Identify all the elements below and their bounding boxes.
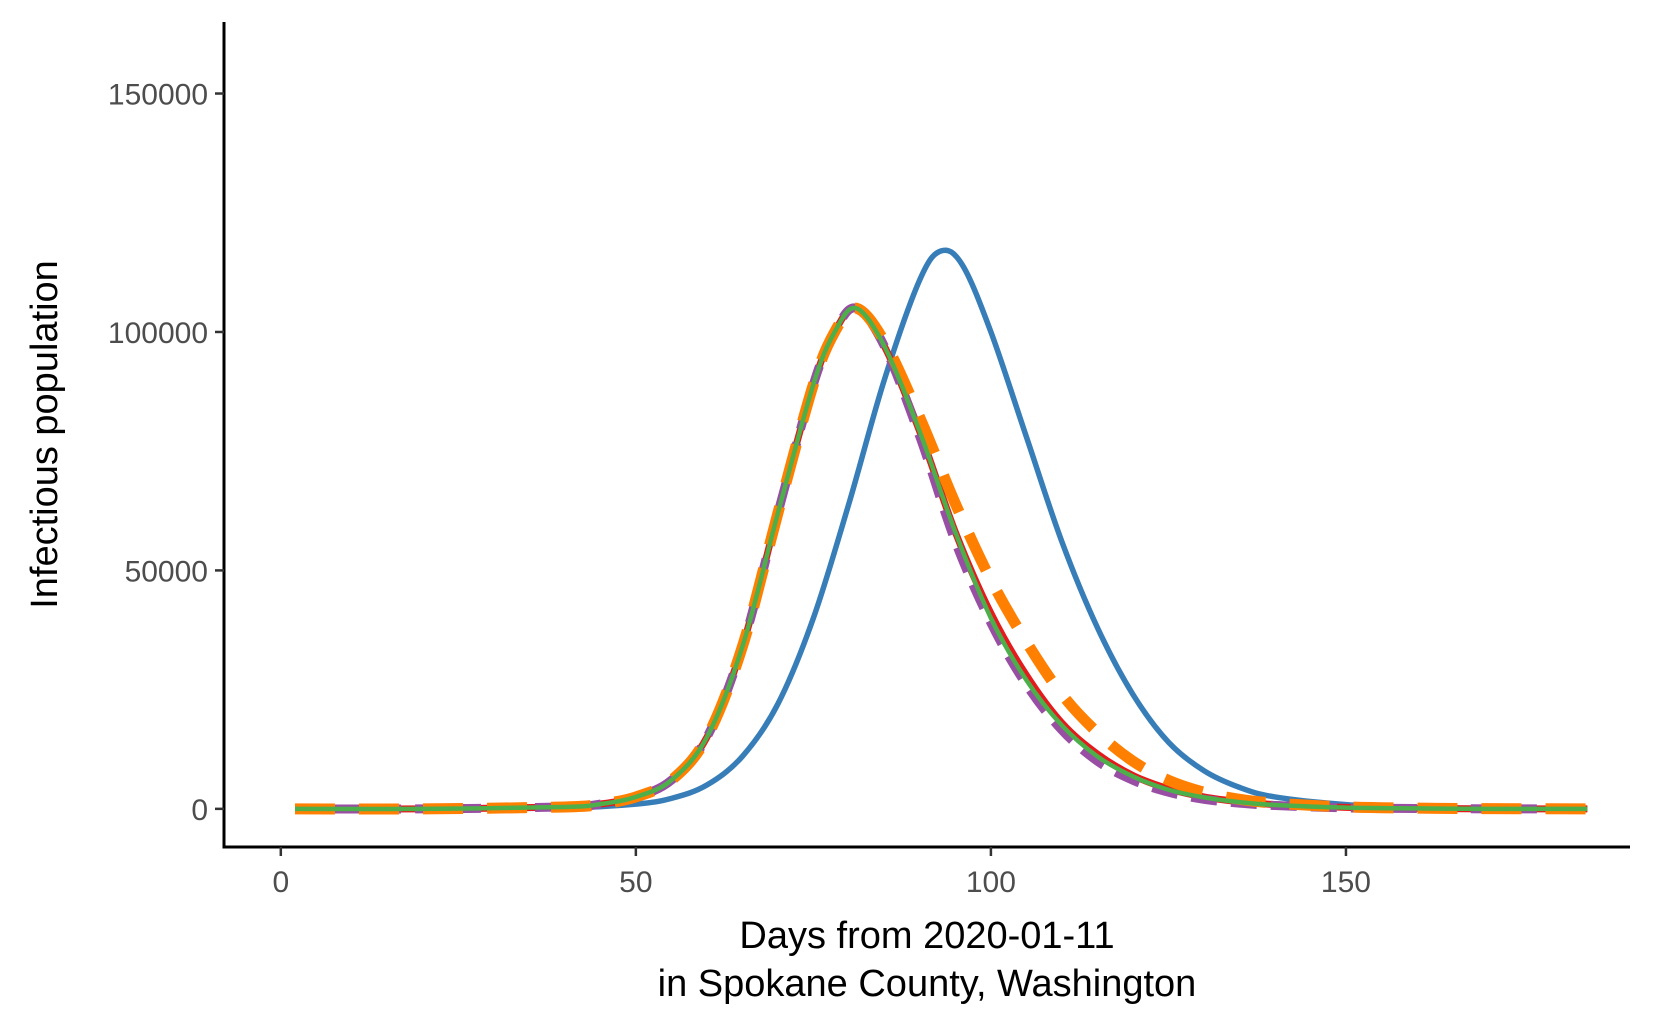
y-axis-ticks: 0 50000 100000 150000 bbox=[108, 79, 224, 827]
x-tick-label: 150 bbox=[1321, 866, 1371, 899]
series-blue-line bbox=[295, 247, 1588, 812]
y-tick-label: 100000 bbox=[108, 317, 208, 350]
x-axis-ticks: 0 50 100 150 bbox=[272, 847, 1371, 899]
series-purple-dashed-line bbox=[295, 303, 1588, 814]
x-axis-title-line1: Days from 2020-01-11 bbox=[739, 915, 1114, 957]
y-tick-label: 150000 bbox=[108, 79, 208, 112]
y-axis-title: Infectious population bbox=[24, 260, 66, 609]
y-tick-label: 0 bbox=[191, 794, 208, 827]
series-red-line bbox=[295, 304, 1588, 813]
x-tick-label: 0 bbox=[272, 866, 289, 899]
series-layer bbox=[295, 247, 1588, 815]
y-tick-label: 50000 bbox=[125, 555, 208, 588]
series-orange-longdash-line bbox=[295, 302, 1588, 815]
x-axis-title-line2: in Spokane County, Washington bbox=[658, 963, 1197, 1005]
x-tick-label: 100 bbox=[966, 866, 1016, 899]
series-green-line bbox=[295, 305, 1588, 812]
x-tick-label: 50 bbox=[619, 866, 652, 899]
